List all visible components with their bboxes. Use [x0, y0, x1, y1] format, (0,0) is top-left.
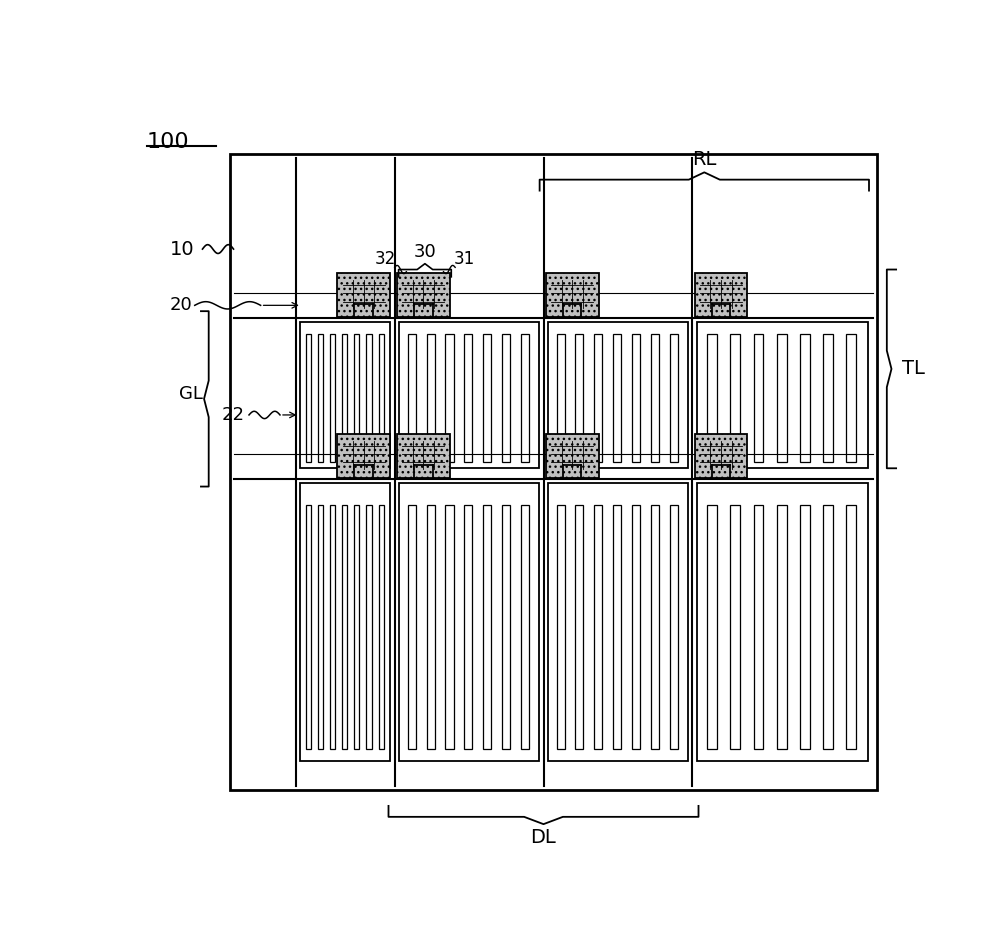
Text: TL: TL — [902, 360, 925, 379]
Bar — [337, 434, 390, 477]
Bar — [777, 334, 787, 462]
Bar — [366, 334, 372, 462]
Bar — [695, 434, 747, 477]
Bar — [483, 334, 491, 462]
Bar — [594, 334, 602, 462]
Bar — [379, 505, 384, 750]
Bar — [557, 334, 565, 462]
Bar — [330, 334, 335, 462]
Bar — [427, 505, 435, 750]
Bar — [613, 505, 621, 750]
Text: 20: 20 — [170, 296, 193, 314]
Text: 22: 22 — [222, 406, 245, 424]
Text: 30: 30 — [414, 243, 436, 261]
Text: GL: GL — [179, 384, 202, 402]
Bar — [730, 505, 740, 750]
Bar — [318, 505, 323, 750]
Bar — [695, 273, 747, 317]
Bar — [330, 505, 335, 750]
Bar — [823, 505, 833, 750]
Text: 100: 100 — [147, 132, 189, 152]
Bar — [521, 505, 529, 750]
Bar — [408, 334, 416, 462]
Bar — [651, 334, 659, 462]
Bar — [846, 505, 856, 750]
Bar — [399, 322, 539, 468]
Bar — [502, 505, 510, 750]
Bar — [707, 505, 717, 750]
Bar — [445, 505, 454, 750]
Bar — [521, 334, 529, 462]
Bar — [823, 334, 833, 462]
Bar — [427, 334, 435, 462]
Bar — [354, 334, 359, 462]
Bar — [613, 334, 621, 462]
Bar — [397, 273, 450, 317]
Bar — [342, 505, 347, 750]
Bar — [754, 334, 763, 462]
Bar — [594, 505, 602, 750]
Bar — [575, 334, 583, 462]
Bar — [445, 334, 454, 462]
Bar — [318, 334, 323, 462]
Bar — [548, 322, 688, 468]
Bar — [464, 334, 472, 462]
Bar — [483, 505, 491, 750]
Bar — [730, 334, 740, 462]
Text: 32: 32 — [375, 251, 396, 268]
Bar — [548, 483, 688, 760]
Bar — [754, 505, 763, 750]
Bar — [632, 505, 640, 750]
Bar — [846, 334, 856, 462]
Bar — [557, 505, 565, 750]
Bar — [306, 505, 311, 750]
Text: 10: 10 — [170, 239, 195, 258]
Bar — [464, 505, 472, 750]
Bar — [697, 322, 868, 468]
Bar — [354, 505, 359, 750]
Bar — [800, 334, 810, 462]
Text: DL: DL — [531, 828, 556, 847]
Text: 31: 31 — [454, 251, 475, 268]
Bar — [366, 505, 372, 750]
Bar — [337, 273, 390, 317]
Bar — [300, 483, 390, 760]
Bar — [397, 434, 450, 477]
Bar — [575, 505, 583, 750]
Bar — [546, 434, 599, 477]
Bar — [408, 505, 416, 750]
Bar — [546, 273, 599, 317]
Bar — [697, 483, 868, 760]
Bar — [670, 334, 678, 462]
Text: RL: RL — [692, 150, 716, 169]
Bar — [306, 334, 311, 462]
Bar — [399, 483, 539, 760]
Bar — [670, 505, 678, 750]
Bar — [800, 505, 810, 750]
Bar — [502, 334, 510, 462]
Bar — [300, 322, 390, 468]
Bar — [379, 334, 384, 462]
Bar — [632, 334, 640, 462]
Bar — [707, 334, 717, 462]
Bar — [651, 505, 659, 750]
Bar — [342, 334, 347, 462]
Bar — [230, 154, 877, 790]
Bar — [777, 505, 787, 750]
